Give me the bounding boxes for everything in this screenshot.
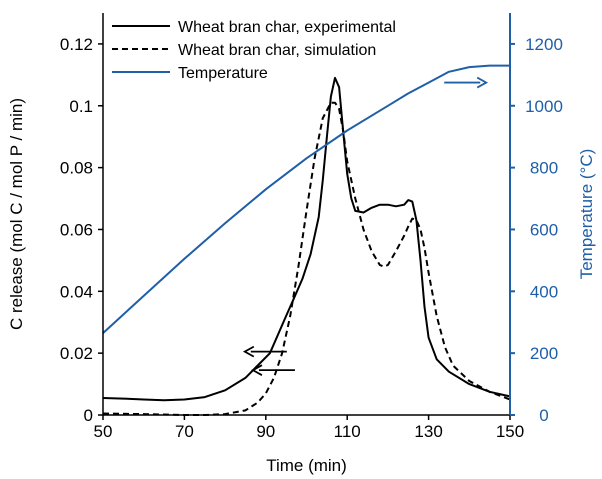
y-tick-label: 0.02 <box>60 344 93 363</box>
y-tick-label: 0.08 <box>60 159 93 178</box>
arrow-left-icon <box>242 345 287 358</box>
x-tick-label: 150 <box>496 422 524 441</box>
x-tick-label: 70 <box>175 422 194 441</box>
arrow-head <box>251 364 263 376</box>
arrow-head <box>242 345 255 358</box>
y-tick-label: 0.1 <box>69 97 93 116</box>
y-tick-label: 0.12 <box>60 35 93 54</box>
x-axis-title: Time (min) <box>266 456 347 475</box>
y2-tick-label: 600 <box>530 220 558 239</box>
x-tick-label: 130 <box>414 422 442 441</box>
series-line-2 <box>102 64 510 334</box>
y-tick-label: 0 <box>84 406 93 425</box>
arrow-right-icon <box>444 76 489 89</box>
legend-label: Wheat bran char, experimental <box>178 19 396 36</box>
series-group <box>102 64 511 416</box>
y2-tick-label: 400 <box>530 282 558 301</box>
y-tick-label: 0.06 <box>60 220 93 239</box>
arrow-head <box>476 76 489 89</box>
series-line-0 <box>102 76 511 402</box>
y2-tick-label: 0 <box>539 406 548 425</box>
annotations <box>242 76 489 376</box>
y2-tick-label: 1200 <box>525 35 563 54</box>
x-tick-label: 90 <box>256 422 275 441</box>
y2-tick-label: 1000 <box>525 97 563 116</box>
y-axis-title: C release (mol C / mol P / min) <box>7 98 26 330</box>
axes: 50 70 90 110 130 150 0 0.02 0.04 0.06 0.08 0.1 0.12 0… <box>60 13 563 441</box>
series-line-1 <box>102 101 511 416</box>
y2-tick-label: 800 <box>530 159 558 178</box>
y-tick-label: 0.04 <box>60 282 93 301</box>
y2-axis-title: Temperature (°C) <box>577 149 596 280</box>
arrow-left-icon <box>251 364 295 376</box>
legend-label: Temperature <box>178 65 268 82</box>
y2-tick-label: 200 <box>530 344 558 363</box>
legend-label: Wheat bran char, simulation <box>178 42 376 59</box>
legend: Wheat bran char, experimental Wheat bran … <box>112 19 396 82</box>
x-tick-label: 50 <box>94 422 113 441</box>
x-tick-label: 110 <box>334 422 361 441</box>
